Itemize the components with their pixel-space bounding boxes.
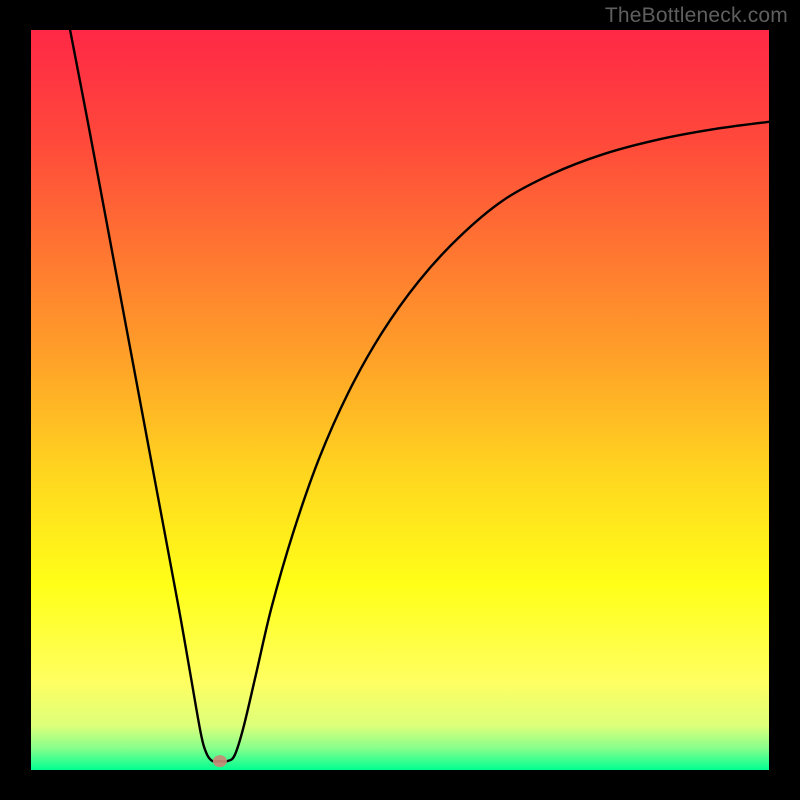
plot-svg <box>31 30 769 770</box>
gradient-background <box>31 30 769 770</box>
plot-frame <box>31 30 769 770</box>
chart-canvas: TheBottleneck.com <box>0 0 800 800</box>
optimal-point-marker <box>213 755 227 767</box>
watermark-label: TheBottleneck.com <box>605 4 788 28</box>
